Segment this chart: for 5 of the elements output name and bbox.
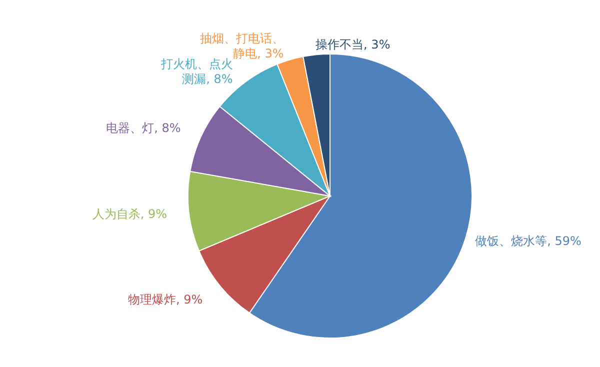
slice-label: 做饭、烧水等, 59% (475, 234, 582, 248)
slice-label: 电器、灯, 8% (106, 120, 181, 135)
slice-label: 操作不当, 3% (316, 38, 390, 52)
slice-label: 人为自杀, 9% (92, 207, 168, 222)
slice-label: 物理爆炸, 9% (128, 292, 203, 306)
